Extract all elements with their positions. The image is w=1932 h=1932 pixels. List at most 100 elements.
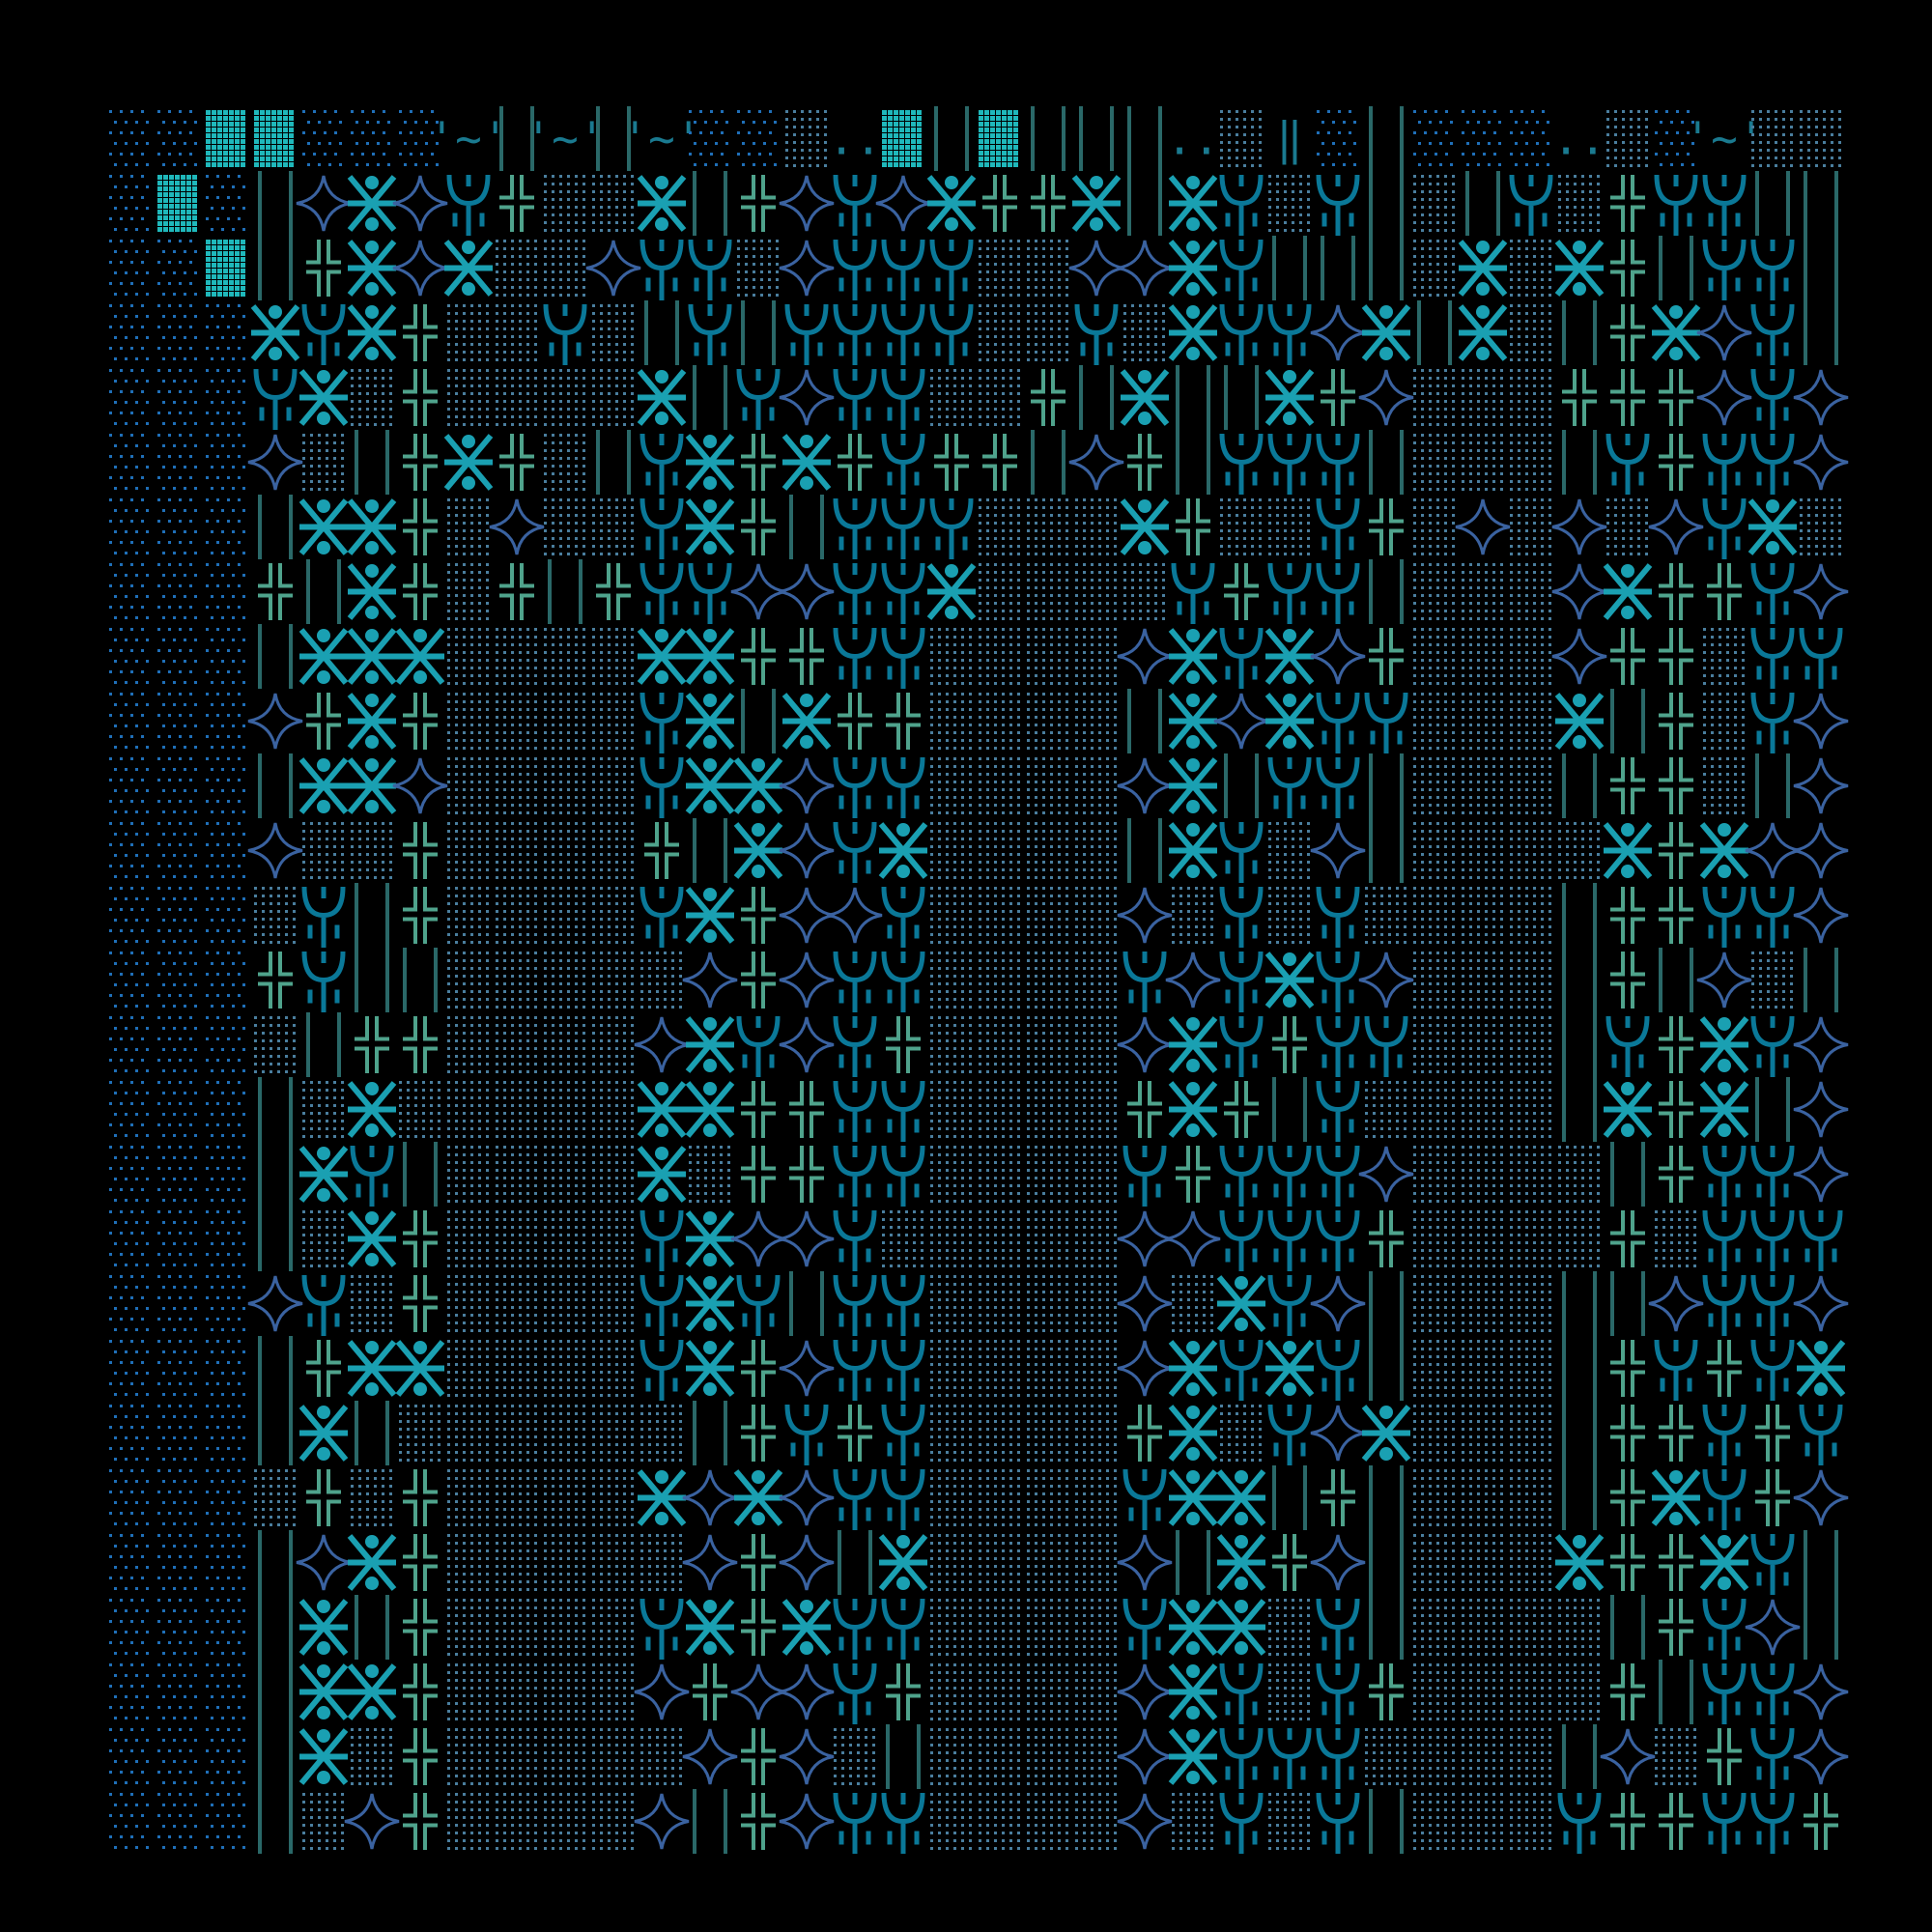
glyph-cell-blue-dots	[206, 369, 245, 425]
glyph-cell-blue-dots	[206, 434, 245, 490]
glyph-cell-gray-dots	[1123, 563, 1165, 620]
glyph-cell-dense-block	[206, 110, 245, 167]
glyph-cell-double-cross	[403, 304, 438, 361]
glyph-cell-asterisk-figure	[298, 1599, 349, 1656]
glyph-cell-trident	[1702, 497, 1747, 559]
glyph-cell-asterisk-figure	[1796, 1340, 1846, 1397]
glyph-cell-trident	[639, 239, 684, 300]
glyph-cell-double-cross	[838, 434, 872, 491]
glyph-cell-asterisk-figure	[781, 1599, 832, 1656]
glyph-cell-double-bar	[1031, 430, 1065, 495]
glyph-cell-gray-dots	[1510, 563, 1551, 620]
glyph-cell-double-bar	[258, 236, 293, 300]
glyph-cell-double-cross	[1610, 369, 1645, 426]
glyph-cell-gray-dots	[1462, 434, 1503, 491]
glyph-cell-double-cross	[1369, 628, 1404, 685]
glyph-cell-asterisk-figure	[1554, 693, 1605, 750]
glyph-cell-blue-dots	[157, 434, 197, 490]
glyph-cell-asterisk-figure	[1168, 1728, 1218, 1785]
glyph-cell-asterisk-figure	[1168, 1081, 1218, 1138]
glyph-cell-asterisk-figure	[1264, 952, 1315, 1009]
glyph-cell-asterisk-figure	[1168, 1340, 1218, 1397]
glyph-cell-gray-dots	[592, 498, 634, 555]
glyph-cell-double-bar	[1659, 236, 1693, 300]
glyph-cell-blue-dots	[109, 498, 149, 554]
glyph-cell-blue-dots	[109, 563, 149, 619]
glyph-cell-double-cross	[1659, 563, 1693, 620]
glyph-cell-four-point-star	[779, 175, 835, 232]
glyph-cell-double-cross	[1610, 628, 1645, 685]
glyph-cell-gray-dots	[979, 369, 1020, 426]
glyph-cell-four-point-star	[1551, 498, 1607, 555]
glyph-cell-trident	[1074, 303, 1119, 365]
glyph-cell-four-point-star	[779, 369, 835, 426]
glyph-cell-trident	[929, 239, 974, 300]
glyph-cell-asterisk-figure	[347, 304, 397, 361]
glyph-cell-four-point-star	[1793, 434, 1849, 491]
glyph-cell-asterisk-figure	[1264, 693, 1315, 750]
glyph-cell-dense-block	[206, 240, 245, 297]
glyph-cell-double-cross	[741, 628, 776, 685]
glyph-cell-gray-dots	[1123, 304, 1165, 361]
glyph-cell-double-cross	[403, 563, 438, 620]
glyph-cell-gray-dots	[302, 434, 344, 491]
glyph-cell-asterisk-figure	[298, 369, 349, 426]
glyph-cell-double-bar	[258, 171, 293, 236]
glyph-cell-asterisk-figure	[1361, 1405, 1411, 1462]
glyph-cell-asterisk-figure	[926, 563, 977, 620]
glyph-cell-gray-dots	[1413, 240, 1455, 297]
glyph-cell-asterisk-figure	[1747, 498, 1798, 555]
glyph-cell-trident	[881, 239, 925, 300]
glyph-cell-double-cross	[1031, 175, 1065, 232]
glyph-cell-asterisk-figure	[347, 563, 397, 620]
glyph-cell-asterisk-figure	[1168, 304, 1218, 361]
glyph-cell-asterisk-figure	[1120, 369, 1170, 426]
glyph-cell-asterisk-figure	[685, 628, 735, 685]
glyph-cell-double-bar	[355, 430, 389, 495]
glyph-cell-four-point-star	[1648, 498, 1704, 555]
glyph-cell-asterisk-figure	[1071, 175, 1122, 232]
glyph-cell-double-bar	[1417, 300, 1452, 365]
glyph-cell-double-cross	[1321, 369, 1355, 426]
glyph-cell-trident	[833, 174, 877, 236]
glyph-cell-double-cross	[499, 175, 534, 232]
glyph-cell-double-bar	[1176, 430, 1210, 495]
glyph-cell-double-bar	[934, 106, 969, 171]
glyph-cell-asterisk-figure	[733, 757, 783, 814]
glyph-cell-blue-dots	[1413, 110, 1453, 166]
glyph-cell-gray-dots	[1751, 110, 1793, 167]
glyph-cell-trident	[881, 497, 925, 559]
glyph-cell-ascii: ..	[1552, 113, 1605, 165]
svg-text:..: ..	[1166, 113, 1219, 165]
glyph-cell-asterisk-figure	[347, 628, 397, 685]
glyph-cell-gray-dots	[544, 240, 585, 297]
glyph-cell-asterisk-figure	[1699, 1081, 1749, 1138]
glyph-cell-asterisk-figure	[685, 1599, 735, 1656]
glyph-cell-asterisk-figure	[637, 175, 687, 232]
glyph-cell-gray-dots	[1462, 369, 1503, 426]
glyph-cell-blue-dots	[157, 498, 197, 554]
glyph-cell-asterisk-figure	[1216, 1599, 1266, 1656]
glyph-cell-four-point-star	[1310, 304, 1366, 361]
glyph-cell-double-bar	[789, 495, 824, 559]
glyph-cell-four-point-star	[1117, 628, 1173, 685]
glyph-cell-double-cross	[1707, 563, 1742, 620]
glyph-cell-four-point-star	[1551, 563, 1607, 620]
glyph-cell-asterisk-figure	[298, 1663, 349, 1720]
glyph-cell-double-cross	[403, 369, 438, 426]
glyph-cell-asterisk-figure	[878, 822, 928, 879]
glyph-cell-asterisk-figure	[685, 1081, 735, 1138]
glyph-cell-asterisk-figure	[347, 1340, 397, 1397]
glyph-cell-double-bar	[741, 300, 776, 365]
glyph-cell-asterisk-figure	[1216, 1275, 1266, 1332]
glyph-cell-asterisk-figure	[1651, 304, 1701, 361]
glyph-cell-trident	[1316, 174, 1360, 236]
glyph-cell-gray-dots	[1606, 498, 1648, 555]
glyph-cell-gray-dots	[447, 304, 489, 361]
glyph-cell-asterisk-figure	[1168, 693, 1218, 750]
glyph-cell-dense-block	[254, 110, 294, 167]
glyph-cell-gray-dots	[930, 628, 972, 685]
glyph-cell-ascii: ‖	[1276, 113, 1303, 166]
glyph-cell-gray-dots	[592, 369, 634, 426]
